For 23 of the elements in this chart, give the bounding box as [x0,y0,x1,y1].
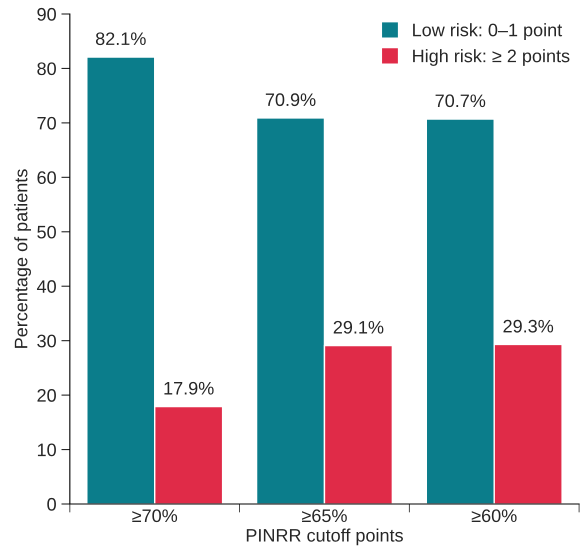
data-label: 17.9% [164,382,214,395]
x-tick-label: ≥60% [472,509,517,522]
y-tick-label: 40 [36,280,56,293]
y-axis-title: Percentage of patients [14,169,32,348]
y-tick-label: 60 [37,171,56,184]
data-label: 70.7% [436,94,486,108]
data-label: 29.3% [503,320,554,333]
y-tick-label: 0 [47,498,56,511]
y-tick-label: 20 [37,389,56,402]
y-tick-label: 50 [37,226,56,238]
y-tick-label: 10 [38,443,56,456]
data-label: 82.1% [96,32,146,46]
y-tick-label: 90 [37,8,56,21]
data-label: 29.1% [334,320,384,334]
legend-label: Low risk: 0–1 point [413,23,562,40]
x-tick-label: ≥65% [302,509,347,522]
y-tick-label: 70 [37,116,56,130]
y-tick-label: 80 [37,62,56,76]
y-tick-label: 30 [37,334,56,348]
x-axis-title: PINRR cutoff points [246,528,403,546]
x-tick-label: ≥70% [132,509,178,522]
legend-label: High risk: ≥ 2 points [413,49,570,66]
data-label: 70.9% [266,93,316,106]
